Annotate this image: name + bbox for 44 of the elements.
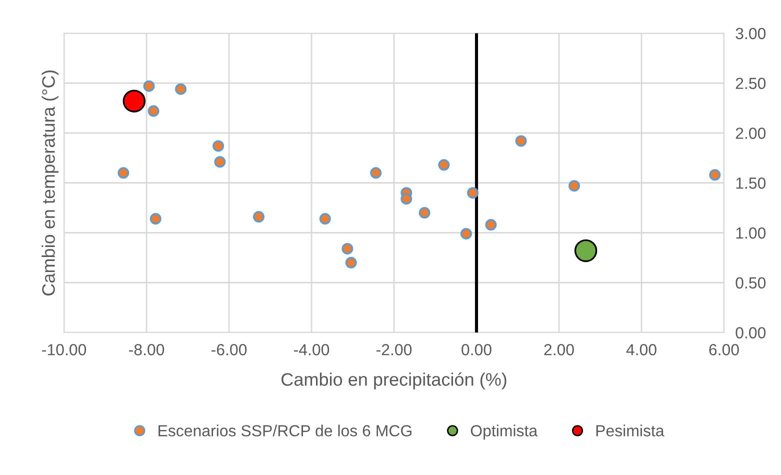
point xyxy=(118,167,130,179)
y-tick-label: 1.00 xyxy=(736,227,766,239)
point xyxy=(175,83,187,95)
point xyxy=(214,156,226,168)
x-tick-label: 0.00 xyxy=(462,344,492,356)
x-tick-label: -2.00 xyxy=(376,344,412,356)
point xyxy=(515,135,527,147)
point xyxy=(418,207,430,219)
point xyxy=(319,213,331,225)
x-tick-label: -8.00 xyxy=(129,344,164,356)
point xyxy=(485,219,497,231)
y-tick-label: 3.00 xyxy=(736,28,766,40)
point xyxy=(400,193,412,205)
point xyxy=(574,239,598,262)
point xyxy=(252,211,264,223)
point xyxy=(460,228,472,240)
point xyxy=(122,90,146,112)
legend-label: Pesimista xyxy=(596,424,664,436)
x-tick-label: -6.00 xyxy=(212,344,247,356)
x-axis-title: Cambio en precipitación (%) xyxy=(282,372,506,390)
point xyxy=(212,140,224,152)
y-tick-label: 0.00 xyxy=(736,327,766,338)
point xyxy=(568,180,580,192)
point xyxy=(148,105,160,117)
point xyxy=(709,169,721,181)
point xyxy=(150,213,162,225)
x-tick-label: 6.00 xyxy=(709,344,739,356)
y-axis-title: Cambio en temperatura (°C) xyxy=(42,70,58,296)
point xyxy=(345,256,357,268)
y-tick-label: 2.00 xyxy=(736,128,766,139)
legend-label: Optimista xyxy=(470,424,538,440)
x-tick-label: 2.00 xyxy=(544,344,574,356)
point xyxy=(467,187,479,199)
y-tick-label: 2.50 xyxy=(736,78,766,90)
x-tick-label: -10.00 xyxy=(42,344,86,356)
y-tick-label: 0.50 xyxy=(736,277,766,289)
point xyxy=(438,159,450,171)
y-tick-label: 1.50 xyxy=(736,178,766,189)
point xyxy=(370,167,382,179)
legend-label: Escenarios SSP/RCP de los 6 MCG xyxy=(158,424,412,436)
point xyxy=(143,80,155,92)
point xyxy=(342,242,354,254)
x-tick-label: 4.00 xyxy=(626,344,656,356)
x-tick-label: -4.00 xyxy=(294,344,330,356)
